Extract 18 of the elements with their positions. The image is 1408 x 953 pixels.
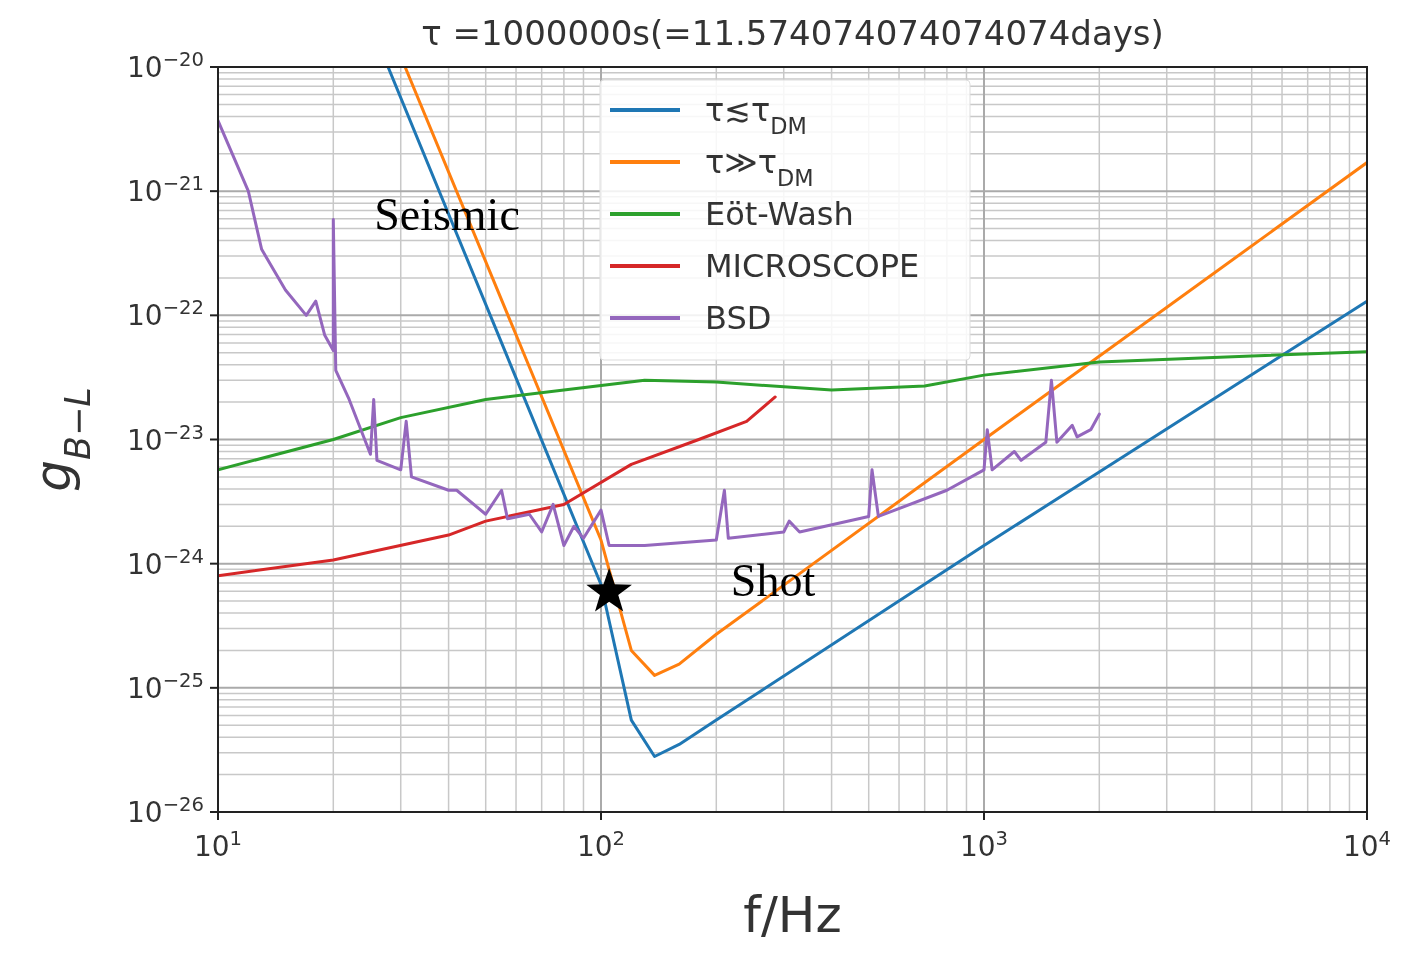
x-axis-title: f/Hz [743,886,842,944]
legend-label: Eöt-Wash [705,195,854,233]
x-tick-label: 10$^{4}$ [1342,826,1392,863]
y-tick-label: 10$^{−21}$ [127,171,204,209]
y-tick-label: 10$^{−22}$ [127,295,204,333]
y-tick-label: 10$^{−23}$ [127,420,204,457]
legend-label: τ≫τ$_{DM}$ [705,143,814,191]
chart-title: τ =1000000s(=11.574074074074074days) [421,13,1164,53]
y-tick-label: 10$^{−25}$ [127,668,204,705]
legend-label: BSD [705,299,772,337]
y-tick-label: 10$^{−26}$ [127,792,204,829]
legend-label: MICROSCOPE [705,247,920,285]
x-tick-label: 10$^{1}$ [193,826,243,863]
x-tick-label: 10$^{3}$ [959,826,1009,863]
x-tick-label: 10$^{2}$ [576,826,626,863]
y-tick-label: 10$^{−24}$ [127,544,204,581]
legend-label: τ≲τ$_{DM}$ [705,91,807,139]
y-tick-label: 10$^{−20}$ [127,47,204,84]
